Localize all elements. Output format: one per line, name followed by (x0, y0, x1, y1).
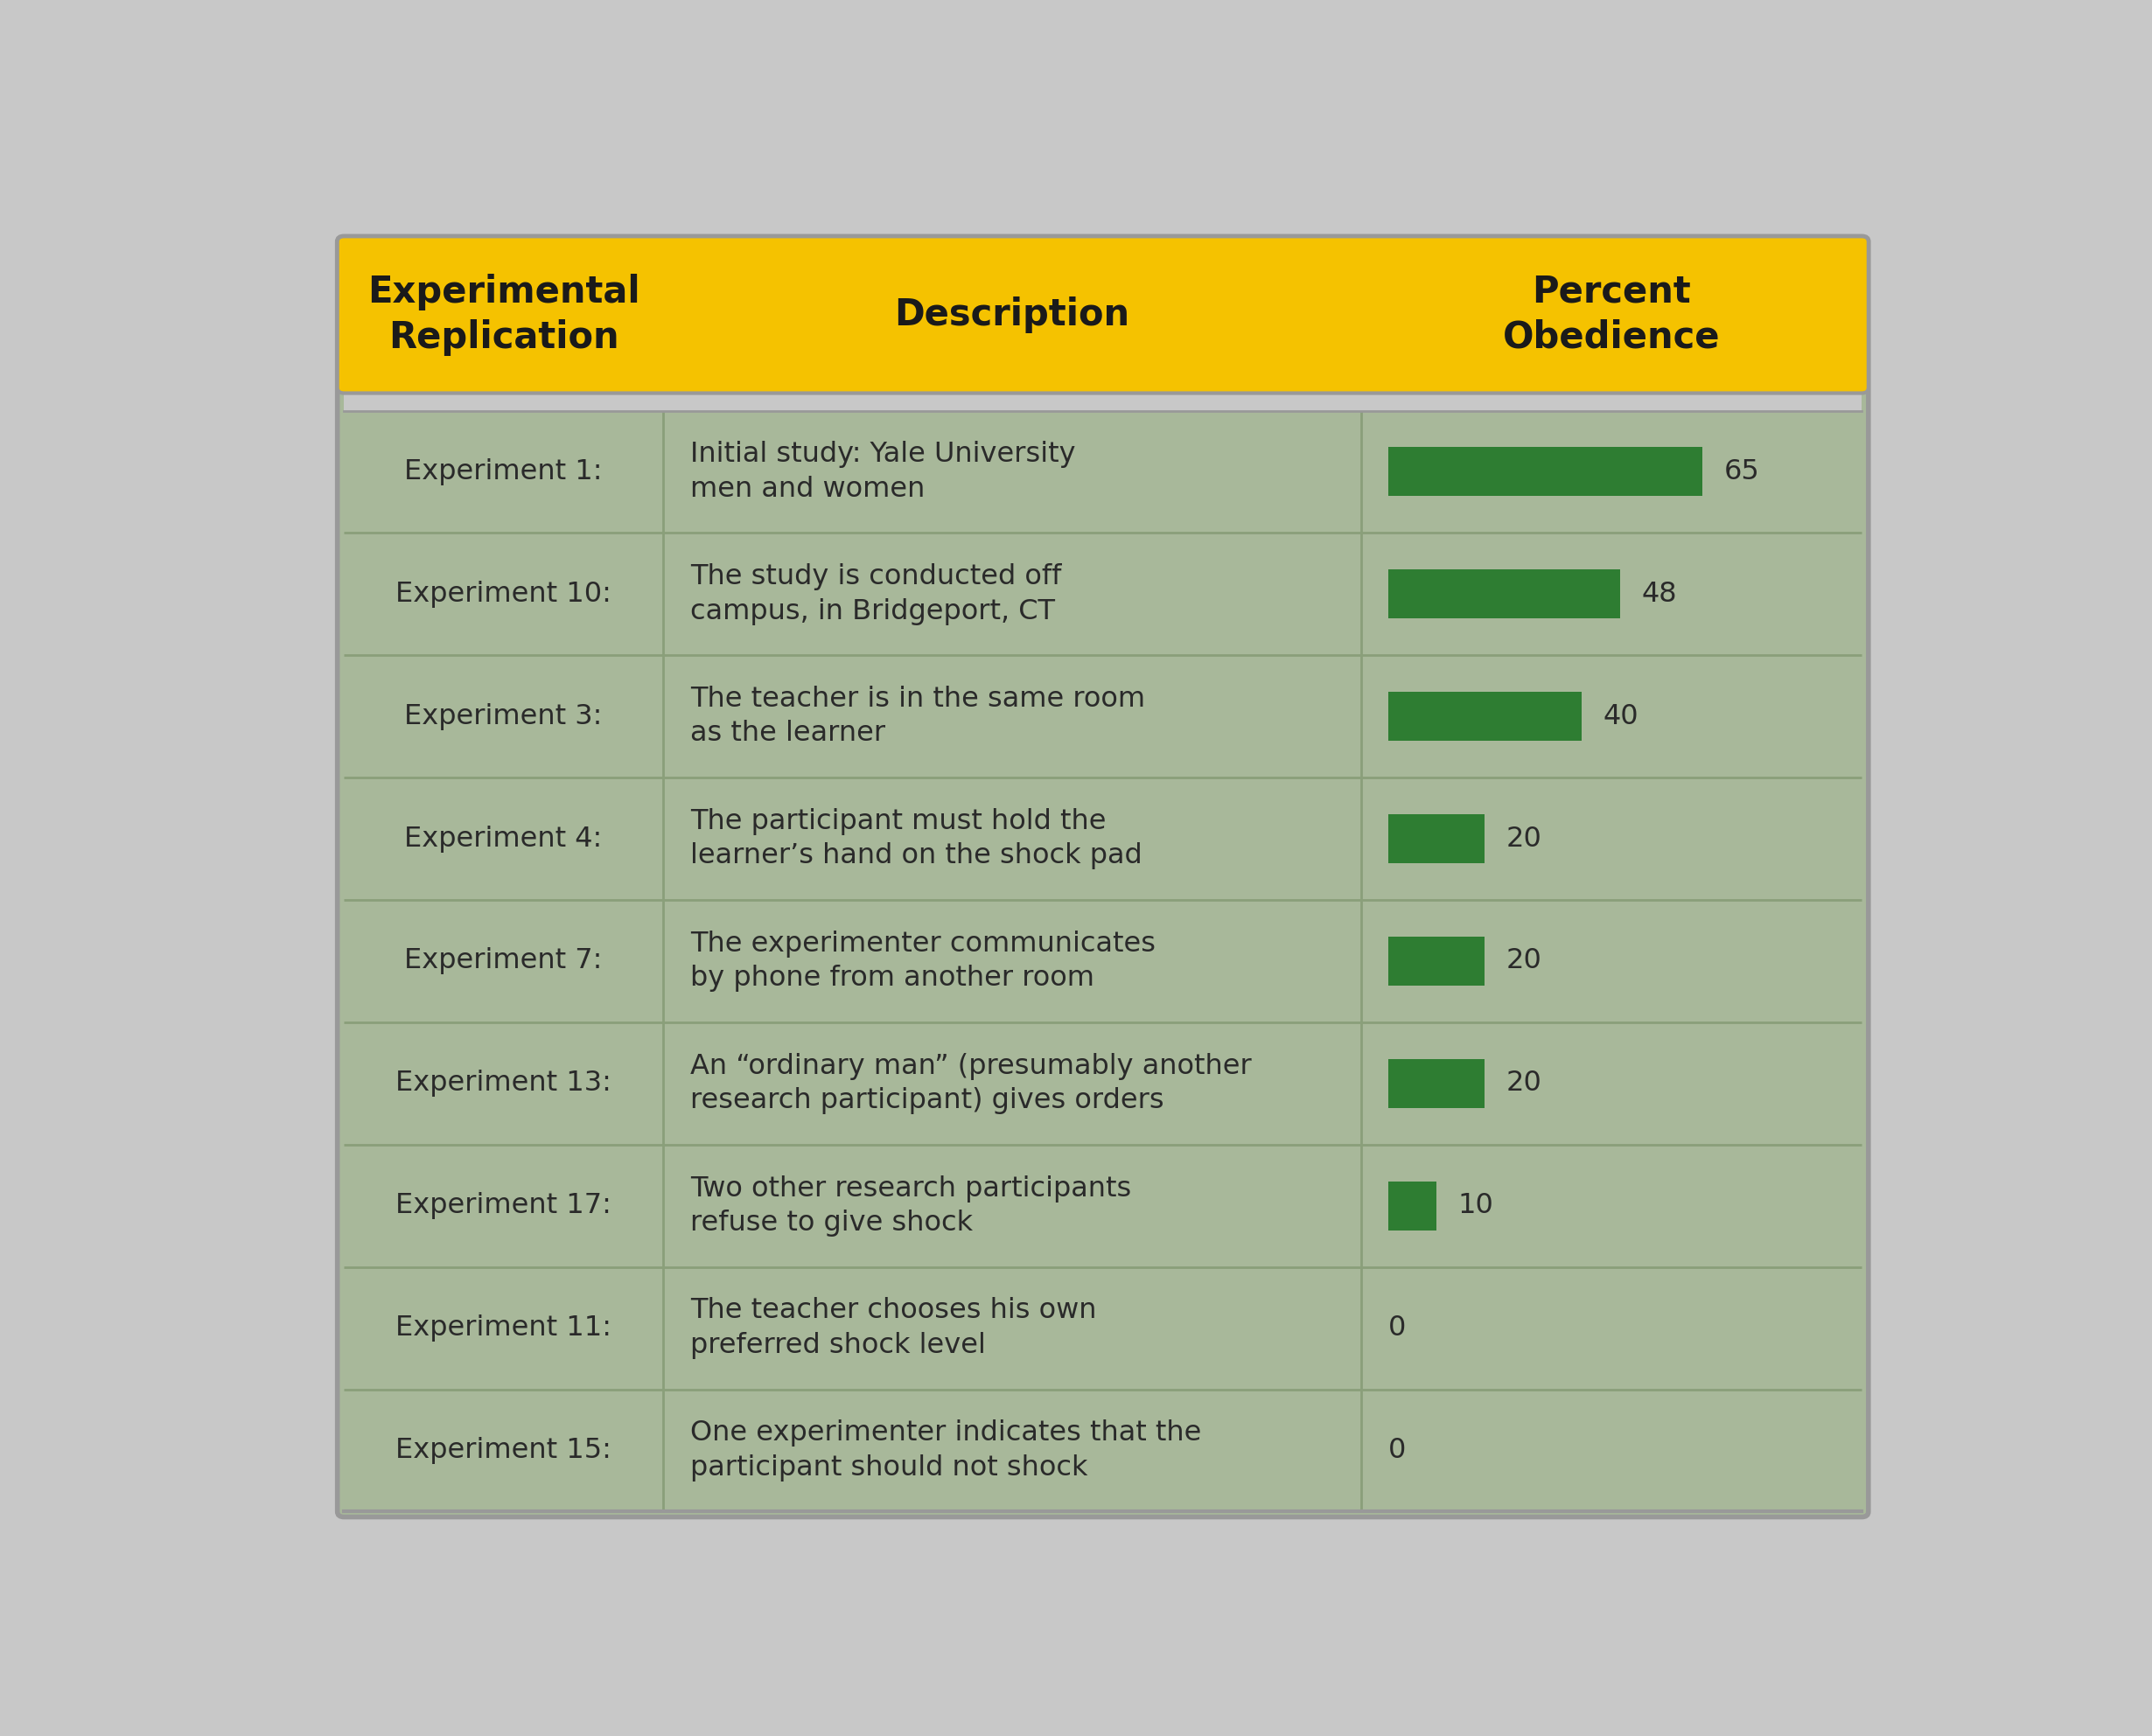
Text: Experiment 10:: Experiment 10: (396, 580, 611, 608)
Text: The teacher is in the same room
as the learner: The teacher is in the same room as the l… (691, 686, 1145, 746)
Bar (1388, 569, 1620, 618)
Bar (1388, 814, 1485, 863)
Bar (346, 372, 1859, 387)
Text: 0: 0 (1388, 1314, 1405, 1342)
FancyBboxPatch shape (338, 236, 1868, 392)
Text: Experimental
Replication: Experimental Replication (368, 274, 639, 356)
Text: Experiment 15:: Experiment 15: (396, 1437, 611, 1463)
Text: Two other research participants
refuse to give shock: Two other research participants refuse t… (691, 1175, 1132, 1236)
Text: 48: 48 (1642, 580, 1676, 608)
Text: 20: 20 (1506, 948, 1541, 974)
Text: One experimenter indicates that the
participant should not shock: One experimenter indicates that the part… (691, 1420, 1201, 1481)
Text: The experimenter communicates
by phone from another room: The experimenter communicates by phone f… (691, 930, 1156, 991)
Text: Experiment 4:: Experiment 4: (405, 825, 603, 852)
Text: Experiment 17:: Experiment 17: (396, 1193, 611, 1219)
Text: The participant must hold the
learner’s hand on the shock pad: The participant must hold the learner’s … (691, 807, 1143, 870)
Bar (1388, 1059, 1485, 1108)
Text: 20: 20 (1506, 1069, 1541, 1097)
FancyBboxPatch shape (338, 236, 1868, 1517)
Bar (1388, 693, 1582, 741)
Text: 20: 20 (1506, 825, 1541, 852)
Bar (344, 411, 1861, 1512)
Text: An “ordinary man” (presumably another
research participant) gives orders: An “ordinary man” (presumably another re… (691, 1052, 1252, 1115)
Bar (1388, 937, 1485, 986)
Text: The study is conducted off
campus, in Bridgeport, CT: The study is conducted off campus, in Br… (691, 564, 1061, 625)
Text: Percent
Obedience: Percent Obedience (1502, 274, 1719, 356)
Text: Experiment 11:: Experiment 11: (396, 1314, 611, 1342)
Text: Experiment 3:: Experiment 3: (405, 703, 603, 731)
Text: Experiment 7:: Experiment 7: (405, 948, 603, 974)
Text: 40: 40 (1603, 703, 1638, 731)
Bar (344, 387, 1861, 411)
Text: Experiment 1:: Experiment 1: (405, 458, 603, 486)
Text: Initial study: Yale University
men and women: Initial study: Yale University men and w… (691, 441, 1076, 503)
Text: 65: 65 (1724, 458, 1760, 486)
Text: Description: Description (893, 297, 1130, 333)
Bar (1388, 448, 1702, 496)
Text: 0: 0 (1388, 1437, 1405, 1463)
Text: The teacher chooses his own
preferred shock level: The teacher chooses his own preferred sh… (691, 1297, 1095, 1359)
Bar (1388, 1180, 1438, 1231)
Text: 10: 10 (1457, 1193, 1493, 1219)
Text: Experiment 13:: Experiment 13: (396, 1069, 611, 1097)
